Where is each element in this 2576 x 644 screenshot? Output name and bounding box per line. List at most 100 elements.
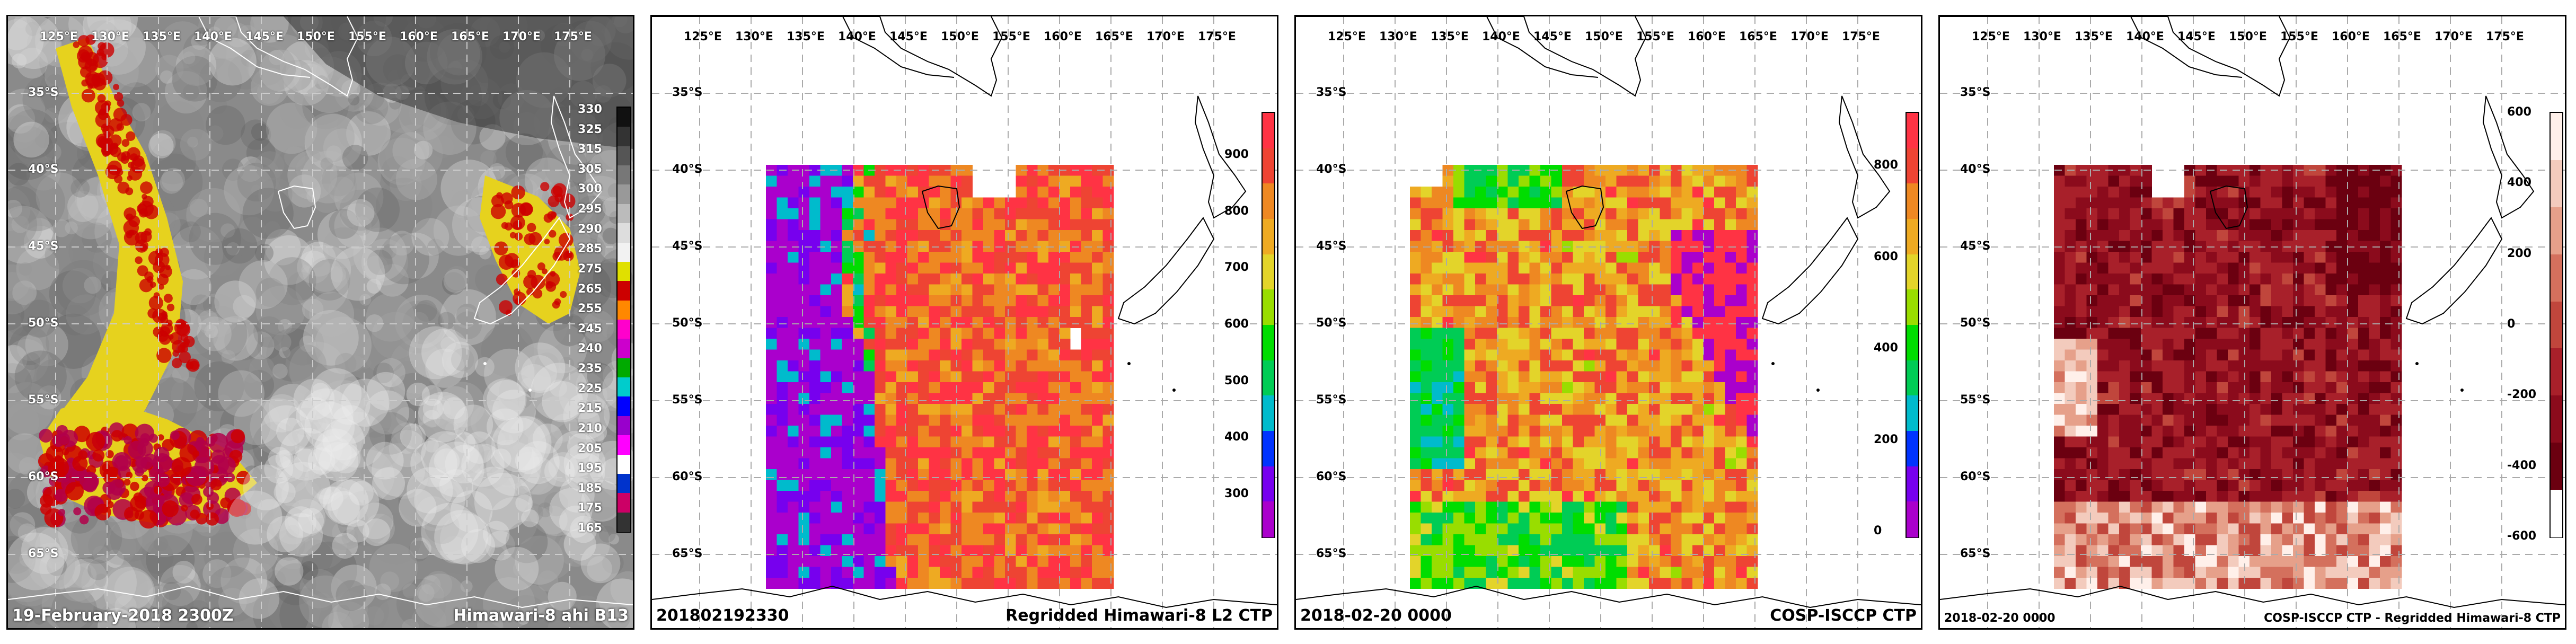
grid-cell [1605,491,1617,502]
grid-cell [1692,426,1704,437]
grid-cell [1594,252,1606,263]
grid-cell [820,447,832,458]
grid-cell [2086,458,2098,470]
cloud-texture [331,308,378,356]
grid-cell [2336,208,2348,219]
cloud-texture [513,560,531,578]
grid-cell [2347,436,2359,448]
grid-cell [1540,187,1551,198]
cloud-texture [10,512,36,538]
grid-cell [1681,382,1693,393]
grid-cell [1638,469,1649,480]
grid-cell [1616,349,1628,361]
low-cloud [578,409,600,431]
grid-cell [2282,393,2293,404]
coldest-tops [205,512,219,526]
grid-cell [2130,371,2141,383]
cloud-texture [278,319,293,333]
grid-cell [918,545,929,557]
grid-cell [961,230,973,241]
grid-cell [2304,187,2315,198]
grid-cell [1562,219,1573,231]
grid-cell [1507,404,1519,415]
grid-cell [2141,328,2152,339]
grid-cell [1410,567,1421,578]
lon-label: 175°E [1842,30,1880,43]
grid-cell [766,404,777,415]
coldest-tops [123,479,131,486]
grid-cell [1692,328,1704,339]
cloud-texture [198,16,255,59]
grid-cell [1464,523,1476,535]
grid-cell [1562,295,1573,306]
coldest-tops [73,507,82,516]
grid-cell [1027,165,1038,176]
grid-cell [798,556,810,567]
grid-cell [2097,426,2109,437]
grid-cell [950,426,962,437]
grid-cell [2271,219,2282,231]
grid-cell [875,165,886,176]
cold-tops [186,358,200,372]
grid-cell [1519,480,1530,491]
cold-tops [560,193,576,209]
grid-cell [2358,262,2369,274]
cloud-texture [375,178,433,235]
cloud-texture [8,16,61,69]
grid-cell [918,208,929,219]
cloud-texture [513,506,558,551]
grid-cell [1410,545,1421,557]
cloud-texture [14,123,57,166]
grid-cell [2293,426,2304,437]
cloud-texture [517,364,551,398]
grid-cell [983,317,994,328]
grid-cell [2369,447,2380,458]
grid-cell [1486,360,1497,372]
cloud-texture [8,532,64,590]
grid-cell [1475,393,1486,404]
grid-cell [1736,382,1747,393]
cloud-texture [329,403,365,440]
grid-cell [809,360,821,372]
cloud-texture [366,279,382,294]
grid-cell [1016,317,1027,328]
grid-cell [1475,534,1486,545]
lat-label: 55°S [28,393,59,407]
cloud-texture [330,586,346,601]
grid-cell [2108,274,2120,285]
colorbar-segment [617,339,630,359]
coastline-nz-south [1761,217,1859,325]
grid-cell [929,567,940,578]
cloud-texture [587,200,611,225]
grid-cell [1725,491,1736,502]
grid-cell [853,426,864,437]
grid-cell [2151,219,2163,231]
grid-cell [1059,284,1071,296]
grid-cell [950,252,962,263]
grid-cell [1627,317,1638,328]
lat-label: 60°S [1316,470,1347,483]
grid-cell [863,371,875,383]
grid-cell [1584,501,1595,513]
cloud-texture [365,314,384,332]
cloud-texture [399,595,427,623]
grid-cell [1551,447,1563,458]
grid-cell [1616,556,1628,567]
cloud-texture [268,581,321,628]
cold-tops [550,211,557,218]
grid-cell [2304,404,2315,415]
grid-cell [1070,491,1081,502]
grid-cell [1037,165,1049,176]
grid-cell [2293,339,2304,350]
grid-cell [831,295,842,306]
grid-cell [972,306,984,317]
grid-cell [820,414,832,426]
grid-cell [1638,447,1649,458]
grid-cell [2173,230,2185,241]
grid-cell [1692,165,1704,176]
cloud-texture [439,536,467,564]
grid-cell [2065,393,2076,404]
grid-cell [798,578,810,589]
grid-cell [1703,230,1715,241]
cloud-texture [470,404,505,439]
